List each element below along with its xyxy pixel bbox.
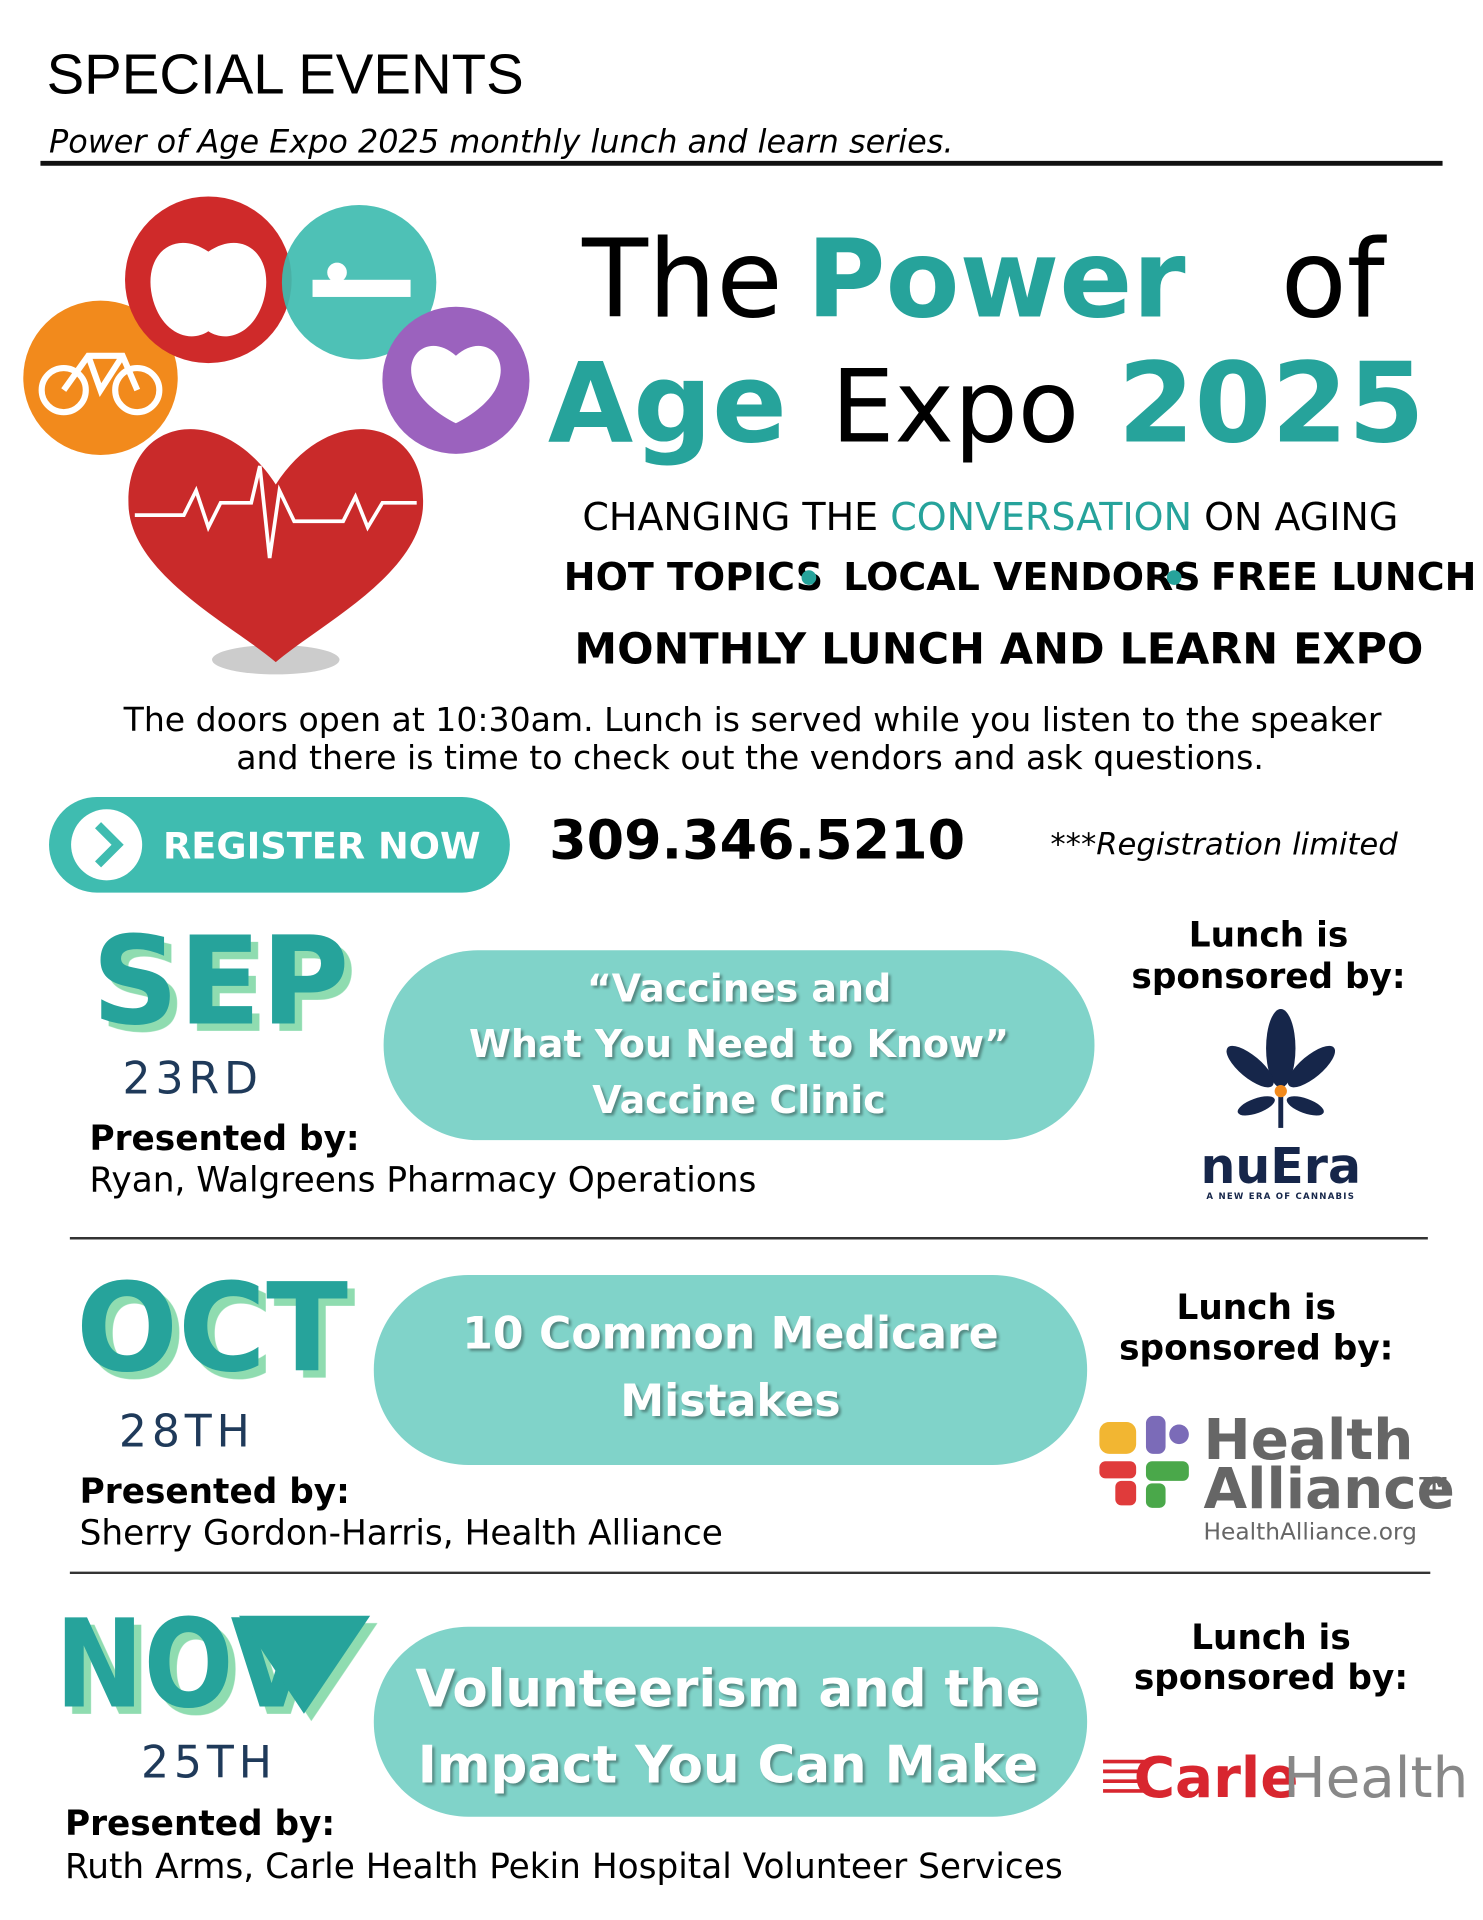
day: 23RD xyxy=(123,1054,263,1105)
title: SPECIAL EVENTS xyxy=(47,42,524,105)
sponsor-name: Carle xyxy=(1134,1746,1299,1811)
month: OCT xyxy=(76,1257,348,1400)
feature: HOT TOPICS xyxy=(564,555,823,599)
sponsor-tagline: A NEW ERA OF CANNABIS xyxy=(1206,1192,1355,1202)
day: 25TH xyxy=(141,1737,277,1788)
sponsor-name: Health xyxy=(1204,1408,1414,1473)
sponsor-label: Lunch is xyxy=(1176,1288,1336,1328)
sponsor-url: HealthAlliance.org xyxy=(1204,1519,1417,1546)
presenter: Ryan, Walgreens Pharmacy Operations xyxy=(89,1161,756,1201)
sponsor-label: Lunch is xyxy=(1191,1618,1351,1658)
topic: 10 Common Medicare xyxy=(462,1309,999,1360)
features: HOT TOPICS LOCAL VENDORS FREE LUNCH xyxy=(564,555,1477,599)
intro: and there is time to check out the vendo… xyxy=(236,738,1264,777)
presented-label: Presented by: xyxy=(80,1472,350,1512)
topic-pill xyxy=(373,1626,1088,1817)
sponsor-name: nuEra xyxy=(1201,1137,1362,1195)
intro: The doors open at 10:30am. Lunch is serv… xyxy=(123,700,1382,739)
sponsor-label: sponsored by: xyxy=(1134,1658,1408,1698)
month-decor xyxy=(238,1615,371,1714)
topic-pill xyxy=(383,950,1095,1141)
subtitle: Power of Age Expo 2025 monthly lunch and… xyxy=(49,122,953,160)
feature: LOCAL VENDORS xyxy=(843,555,1200,599)
topic: What You Need to Know” xyxy=(469,1022,1009,1066)
feature: FREE LUNCH xyxy=(1211,555,1476,599)
trademark: TM xyxy=(1419,1474,1448,1494)
month: SEP xyxy=(92,910,349,1053)
day: 28TH xyxy=(119,1407,255,1458)
nuera-logo xyxy=(1226,1009,1336,1128)
tagline: CHANGING THE CONVERSATION ON AGING xyxy=(582,495,1398,539)
topic: Volunteerism and the xyxy=(415,1659,1040,1719)
sponsor-label: sponsored by: xyxy=(1119,1329,1393,1369)
phone: 309.346.5210 xyxy=(549,808,965,871)
presented-label: Presented by: xyxy=(89,1119,359,1159)
register-label[interactable]: REGISTER NOW xyxy=(163,824,481,867)
presented-label: Presented by: xyxy=(65,1804,335,1844)
expo-title: The Power of xyxy=(581,218,1388,343)
sponsor-label: Lunch is xyxy=(1189,916,1349,956)
presenter: Sherry Gordon-Harris, Health Alliance xyxy=(80,1514,723,1554)
topic: Mistakes xyxy=(620,1376,840,1427)
register-button[interactable]: REGISTER NOW xyxy=(49,796,510,893)
topic-pill xyxy=(373,1274,1088,1465)
expo-title: Age Expo 2025 xyxy=(548,341,1425,469)
topic: “Vaccines and xyxy=(587,967,891,1011)
health-alliance-logo xyxy=(1099,1415,1189,1508)
health-icons xyxy=(23,196,530,675)
sponsor-label: sponsored by: xyxy=(1131,957,1405,997)
note: ***Registration limited xyxy=(1050,828,1398,863)
topic: Vaccine Clinic xyxy=(592,1078,886,1122)
topic: Impact You Can Make xyxy=(418,1735,1039,1795)
monthly: MONTHLY LUNCH AND LEARN EXPO xyxy=(574,624,1423,674)
carle-stripes xyxy=(1103,1759,1146,1793)
sponsor-name: Alliance xyxy=(1204,1457,1455,1522)
presenter: Ruth Arms, Carle Health Pekin Hospital V… xyxy=(65,1847,1063,1887)
sponsor-name: Health xyxy=(1283,1746,1468,1811)
